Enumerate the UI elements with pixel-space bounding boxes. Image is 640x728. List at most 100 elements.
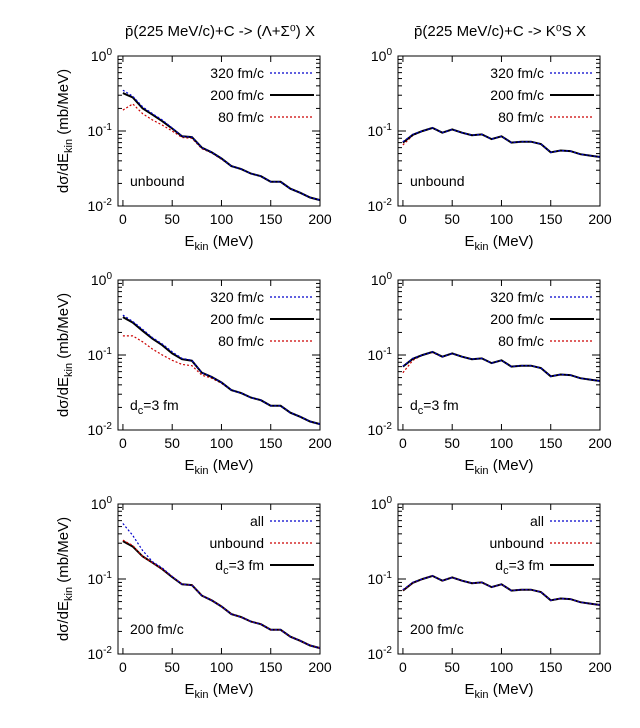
x-axis-label: Ekin (MeV) — [184, 233, 253, 253]
x-tick-label: 50 — [164, 435, 180, 451]
x-tick-label: 50 — [164, 211, 180, 227]
y-tick-label: 10-1 — [368, 122, 393, 139]
legend-label: 200 fm/c — [490, 87, 544, 103]
legend-label: 320 fm/c — [210, 65, 264, 81]
chart-panel-1: 0 50 100 150 200 10-2 10-1 100 Ekin (MeV) dσ/dEki… — [55, 47, 332, 253]
y-axis-label: dσ/dEkin (mb/MeV) — [55, 293, 75, 417]
series-line-1 — [402, 351, 601, 382]
x-tick-label: 100 — [490, 211, 514, 227]
x-tick-label: 200 — [588, 211, 612, 227]
legend-label: unbound — [489, 535, 544, 551]
legend-label: 320 fm/c — [490, 289, 544, 305]
y-axis-label: dσ/dEkin (mb/MeV) — [55, 69, 75, 193]
legend-label: 320 fm/c — [490, 65, 544, 81]
y-tick-label: 100 — [91, 495, 113, 512]
x-axis-label: Ekin (MeV) — [184, 681, 253, 701]
chart-panel-3: 0 50 100 150 200 10-2 10-1 100 Ekin (MeV) dσ/dEki… — [55, 271, 332, 477]
column-title-left: p̄(225 MeV/c)+C -> (Λ+Σ⁰) X — [125, 23, 315, 40]
series-line-1 — [122, 523, 321, 649]
x-tick-label: 0 — [399, 211, 407, 227]
y-tick-label: 100 — [91, 271, 113, 288]
legend-label: 320 fm/c — [210, 289, 264, 305]
chart-panel-2: 0 50 100 150 200 10-2 10-1 100 Ekin (MeV) 320 fm/… — [368, 47, 612, 253]
legend-label: 200 fm/c — [210, 87, 264, 103]
x-tick-label: 100 — [490, 435, 514, 451]
panel-annotation: 200 fm/c — [130, 621, 184, 637]
series-line-2 — [402, 126, 601, 158]
x-axis-label: Ekin (MeV) — [464, 681, 533, 701]
x-tick-label: 100 — [210, 659, 234, 675]
chart-panel-6: 0 50 100 150 200 10-2 10-1 100 Ekin (MeV) all unbo… — [368, 495, 612, 701]
x-tick-label: 150 — [539, 435, 563, 451]
y-tick-label: 10-1 — [88, 122, 113, 139]
x-tick-label: 0 — [399, 435, 407, 451]
x-tick-label: 200 — [308, 435, 332, 451]
y-tick-label: 100 — [371, 271, 393, 288]
legend-label: 80 fm/c — [498, 109, 544, 125]
y-tick-label: 10-2 — [88, 645, 113, 662]
x-tick-label: 150 — [539, 211, 563, 227]
series-line-2 — [402, 350, 601, 382]
x-tick-label: 150 — [259, 211, 283, 227]
legend-label: dc=3 fm — [495, 557, 544, 577]
legend-label: 80 fm/c — [498, 333, 544, 349]
x-tick-label: 150 — [259, 435, 283, 451]
x-tick-label: 50 — [444, 435, 460, 451]
y-tick-label: 10-1 — [88, 346, 113, 363]
x-tick-label: 150 — [539, 659, 563, 675]
panel-annotation: unbound — [410, 173, 465, 189]
x-tick-label: 200 — [588, 659, 612, 675]
panel-annotation: dc=3 fm — [130, 397, 179, 417]
x-tick-label: 50 — [444, 211, 460, 227]
y-tick-label: 10-1 — [88, 570, 113, 587]
x-tick-label: 0 — [119, 659, 127, 675]
series-line-1 — [122, 314, 321, 425]
x-tick-label: 0 — [119, 435, 127, 451]
legend-label: 80 fm/c — [218, 109, 264, 125]
y-tick-label: 100 — [91, 47, 113, 64]
y-tick-label: 10-2 — [88, 421, 113, 438]
panel-annotation: unbound — [130, 173, 185, 189]
series-line-3 — [402, 351, 601, 382]
x-tick-label: 50 — [164, 659, 180, 675]
x-axis-label: Ekin (MeV) — [464, 233, 533, 253]
panels: 0 50 100 150 200 10-2 10-1 100 Ekin (MeV) dσ/dEki… — [55, 47, 612, 701]
x-tick-label: 50 — [444, 659, 460, 675]
y-tick-label: 10-2 — [88, 197, 113, 214]
y-tick-label: 10-2 — [368, 645, 393, 662]
legend-label: 200 fm/c — [210, 311, 264, 327]
series-line-1 — [402, 575, 601, 606]
x-tick-label: 100 — [210, 211, 234, 227]
series-line-1 — [402, 127, 601, 158]
x-tick-label: 200 — [588, 435, 612, 451]
series-line-3 — [402, 127, 601, 158]
y-tick-label: 10-2 — [368, 197, 393, 214]
y-tick-label: 10-1 — [368, 570, 393, 587]
series-line-2 — [402, 575, 601, 606]
legend-label: 200 fm/c — [490, 311, 544, 327]
y-axis-label: dσ/dEkin (mb/MeV) — [55, 517, 75, 641]
x-tick-label: 100 — [490, 659, 514, 675]
series-line-3 — [122, 103, 321, 201]
y-tick-label: 10-2 — [368, 421, 393, 438]
series-line-3 — [402, 574, 601, 606]
y-tick-label: 100 — [371, 47, 393, 64]
x-tick-label: 150 — [259, 659, 283, 675]
legend-label: unbound — [209, 535, 264, 551]
series-line-2 — [122, 92, 321, 202]
chart-panel-4: 0 50 100 150 200 10-2 10-1 100 Ekin (MeV) 320 fm/… — [368, 271, 612, 477]
legend-label: all — [530, 513, 544, 529]
y-tick-label: 100 — [371, 495, 393, 512]
x-axis-label: Ekin (MeV) — [464, 457, 533, 477]
x-tick-label: 0 — [119, 211, 127, 227]
x-axis-label: Ekin (MeV) — [184, 457, 253, 477]
panel-annotation: dc=3 fm — [410, 397, 459, 417]
series-line-1 — [122, 89, 321, 201]
panel-annotation: 200 fm/c — [410, 621, 464, 637]
legend-label: all — [250, 513, 264, 529]
x-tick-label: 200 — [308, 659, 332, 675]
legend-label: 80 fm/c — [218, 333, 264, 349]
x-tick-label: 0 — [399, 659, 407, 675]
chart-panel-5: 0 50 100 150 200 10-2 10-1 100 Ekin (MeV) dσ/dEki… — [55, 495, 332, 701]
